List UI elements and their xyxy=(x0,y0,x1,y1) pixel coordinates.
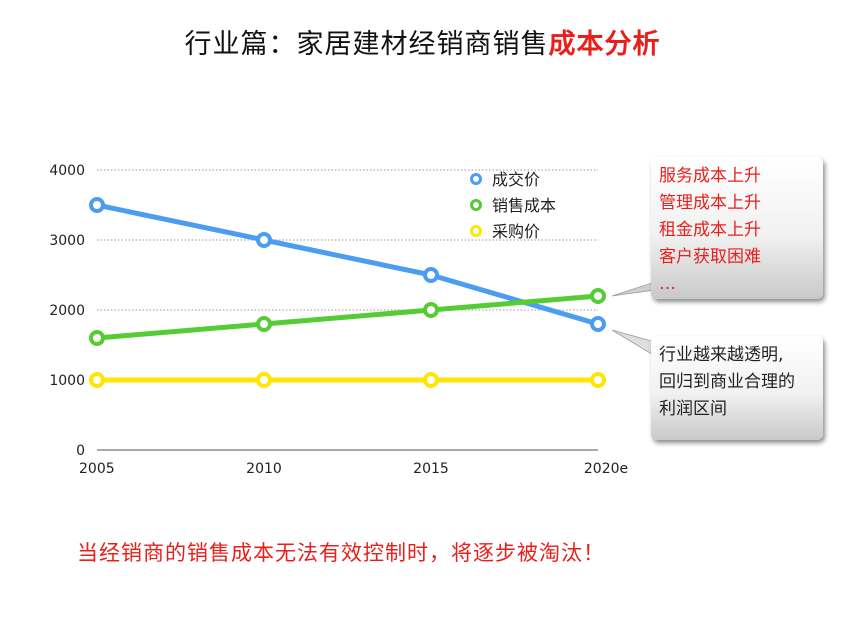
title-prefix: 行业篇：家居建材经销商销售 xyxy=(184,29,549,60)
series-layer xyxy=(89,197,606,388)
cost-callout-pointer xyxy=(611,281,656,297)
data-point xyxy=(423,267,439,283)
data-point xyxy=(89,330,105,346)
x-tick-label: 2015 xyxy=(413,461,449,477)
series-line xyxy=(94,293,601,341)
title-highlight: 成本分析 xyxy=(548,29,661,60)
cost-callout-line: 服务成本上升 xyxy=(659,166,761,186)
data-point xyxy=(256,316,272,332)
x-tick-label: 2010 xyxy=(246,461,282,477)
legend-marker xyxy=(470,225,482,237)
footer-note: 当经销商的销售成本无法有效控制时，将逐步被淘汰！ xyxy=(77,541,605,565)
data-point xyxy=(256,372,272,388)
cost-callout-line: 租金成本上升 xyxy=(659,220,761,240)
data-point xyxy=(590,316,606,332)
cost-callout-line: 管理成本上升 xyxy=(659,193,761,213)
cost-callout-line: … xyxy=(659,274,676,294)
series-line xyxy=(94,202,601,327)
data-point xyxy=(423,302,439,318)
price-callout-line: 行业越来越透明, xyxy=(659,345,784,365)
price-callout: 行业越来越透明, 回归到商业合理的 利润区间 xyxy=(651,336,823,440)
legend-marker xyxy=(470,173,482,185)
data-point xyxy=(590,372,606,388)
legend-label: 成交价 xyxy=(492,170,540,189)
price-callout-pointer xyxy=(611,329,656,357)
cost-callout: 服务成本上升 管理成本上升 租金成本上升 客户获取困难 … xyxy=(651,157,823,299)
y-tick-label: 4000 xyxy=(49,163,85,179)
legend-label: 采购价 xyxy=(492,222,540,241)
data-point xyxy=(89,372,105,388)
x-tick-label: 2020e xyxy=(584,461,628,477)
y-tick-label: 1000 xyxy=(49,373,85,389)
cost-callout-line: 客户获取困难 xyxy=(659,247,761,267)
y-tick-label: 2000 xyxy=(49,303,85,319)
data-point xyxy=(89,197,105,213)
page-title: 行业篇：家居建材经销商销售成本分析 xyxy=(0,22,845,61)
axis-layer: 0 1000 2000 3000 4000 2005 2010 2015 2020e xyxy=(49,163,628,477)
data-point xyxy=(423,372,439,388)
y-tick-label: 3000 xyxy=(49,233,85,249)
data-point xyxy=(256,232,272,248)
data-point xyxy=(590,288,606,304)
y-tick-label: 0 xyxy=(76,443,85,459)
callout-connectors xyxy=(611,281,656,357)
price-callout-line: 利润区间 xyxy=(659,399,727,419)
x-tick-label: 2005 xyxy=(79,461,115,477)
price-callout-line: 回归到商业合理的 xyxy=(659,372,795,392)
legend-marker xyxy=(470,199,482,211)
legend-label: 销售成本 xyxy=(492,196,556,215)
